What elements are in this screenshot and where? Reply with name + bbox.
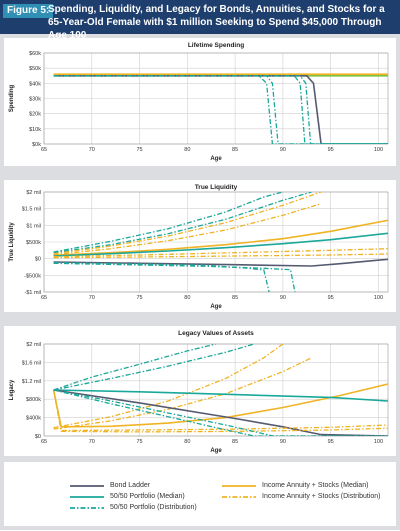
x-tick-label: 95 [328, 147, 334, 153]
x-tick-label: 75 [136, 147, 142, 153]
figure-badge: Figure 5: [3, 4, 54, 18]
series-line-bond [53, 258, 388, 267]
y-tick-label: $2 mil [26, 190, 41, 196]
y-tick-label: $0k [32, 142, 41, 148]
x-tick-label: 75 [136, 439, 142, 445]
spending-chart: Lifetime Spending $0k $10k $20k $30k $40k $50k… [9, 42, 389, 162]
plot-frame [43, 191, 389, 293]
x-tick-label: 95 [328, 295, 334, 301]
series-line-portfolio_dist [53, 344, 217, 391]
legend-label-portfolio-median: 50/50 Portfolio (Median) [110, 493, 185, 500]
series-line-annuity_dist [52, 389, 388, 433]
series-line-annuity_dist [53, 344, 284, 429]
series-line-portfolio_dist [53, 262, 270, 292]
series-line-annuity_dist [53, 357, 312, 430]
x-axis-label: Age [210, 304, 222, 310]
series-line-annuity_dist [53, 248, 388, 258]
legend-label-annuity-median: Income Annuity + Stocks (Median) [262, 482, 369, 489]
series-line-annuity_median [53, 219, 388, 257]
x-tick-label: 90 [280, 439, 286, 445]
y-tick-label: $0 [35, 257, 41, 263]
x-tick-label: 70 [89, 295, 95, 301]
y-axis-label: Spending [9, 85, 15, 113]
x-tick-label: 80 [184, 147, 190, 153]
series-line-portfolio_dist [53, 75, 388, 144]
series-line-portfolio_median [53, 389, 388, 402]
y-tick-label: $60k [29, 51, 41, 57]
legend-label-portfolio-dist: 50/50 Portfolio (Distribution) [110, 504, 197, 511]
legacy-chart: Legacy Values of Assets $0 $400k $800k $1.2 … [9, 330, 389, 454]
x-tick-label: 85 [232, 439, 238, 445]
series-line-portfolio_dist [53, 75, 388, 144]
x-tick-label: 65 [41, 295, 47, 301]
chart-title: Legacy Values of Assets [178, 330, 254, 337]
y-tick-label: $500k [26, 240, 41, 246]
y-tick-label: $0 [35, 434, 41, 440]
legend-label-annuity-dist: Income Annuity + Stocks (Distribution) [262, 493, 381, 500]
plot-frame [43, 52, 389, 145]
x-tick-label: 100 [374, 439, 383, 445]
x-tick-label: 100 [374, 147, 383, 153]
series-line-bond [53, 389, 388, 436]
y-tick-label: $30k [29, 97, 41, 103]
y-axis-label: Legacy [9, 379, 15, 400]
panel-spending: Lifetime Spending $0k $10k $20k $30k $40k $50k… [4, 38, 396, 166]
x-axis-label: Age [210, 448, 222, 454]
x-tick-label: 85 [232, 147, 238, 153]
y-tick-label: $1.5 mil [22, 207, 41, 213]
x-axis-label: Age [210, 156, 222, 162]
x-tick-label: 95 [328, 439, 334, 445]
legend-swatches [70, 485, 256, 509]
y-tick-label: $20k [29, 112, 41, 118]
y-tick-label: $800k [26, 397, 41, 403]
y-tick-label: $1.2 mil [22, 379, 41, 385]
x-tick-label: 75 [136, 295, 142, 301]
series-line-portfolio_dist [53, 75, 388, 144]
series-line-annuity_dist [53, 203, 322, 256]
x-tick-label: 65 [41, 439, 47, 445]
x-tick-label: 70 [89, 147, 95, 153]
series-line-bond [53, 75, 388, 144]
x-tick-label: 85 [232, 295, 238, 301]
y-tick-label: $400k [26, 416, 41, 422]
x-tick-label: 65 [41, 147, 47, 153]
x-tick-label: 90 [280, 147, 286, 153]
liquidity-chart: True Liquidity -$1 mil -$500k $0 $500k $1 mil… [9, 184, 389, 310]
y-tick-label: $1.6 mil [22, 360, 41, 366]
series-line-portfolio_dist [53, 192, 284, 253]
series-line-portfolio_dist [53, 262, 296, 292]
series-line-annuity_dist [53, 253, 388, 259]
y-tick-label: $2 mil [26, 342, 41, 348]
panel-legacy: Legacy Values of Assets $0 $400k $800k $1.2 … [4, 326, 396, 456]
series-line-portfolio_dist [53, 192, 312, 254]
series-line-portfolio_dist [53, 389, 388, 436]
y-tick-label: -$1 mil [24, 290, 41, 296]
y-axis-label: True Liquidity [9, 222, 15, 262]
chart-title: Lifetime Spending [188, 42, 244, 49]
legend: Bond Ladder 50/50 Portfolio (Median) 50/… [4, 462, 396, 526]
y-tick-label: -$500k [24, 273, 41, 279]
x-tick-label: 70 [89, 439, 95, 445]
y-tick-label: $1 mil [26, 223, 41, 229]
figure-title: Spending, Liquidity, and Legacy for Bond… [48, 4, 385, 41]
plot-frame [43, 343, 389, 437]
figure-header: Figure 5: Spending, Liquidity, and Legac… [0, 0, 400, 41]
series-line-annuity_dist [53, 192, 322, 255]
series-line-portfolio_dist [53, 344, 255, 391]
x-tick-label: 90 [280, 295, 286, 301]
series-line-portfolio_dist [53, 75, 388, 144]
chart-title: True Liquidity [195, 184, 238, 191]
series-line-portfolio_median [53, 232, 388, 257]
x-tick-label: 100 [374, 295, 383, 301]
x-tick-label: 80 [184, 439, 190, 445]
y-tick-label: $10k [29, 127, 41, 133]
y-tick-label: $40k [29, 81, 41, 87]
legend-label-bond: Bond Ladder [110, 482, 151, 489]
panel-liquidity: True Liquidity -$1 mil -$500k $0 $500k $1 mil… [4, 180, 396, 312]
x-tick-label: 80 [184, 295, 190, 301]
y-tick-label: $50k [29, 66, 41, 72]
